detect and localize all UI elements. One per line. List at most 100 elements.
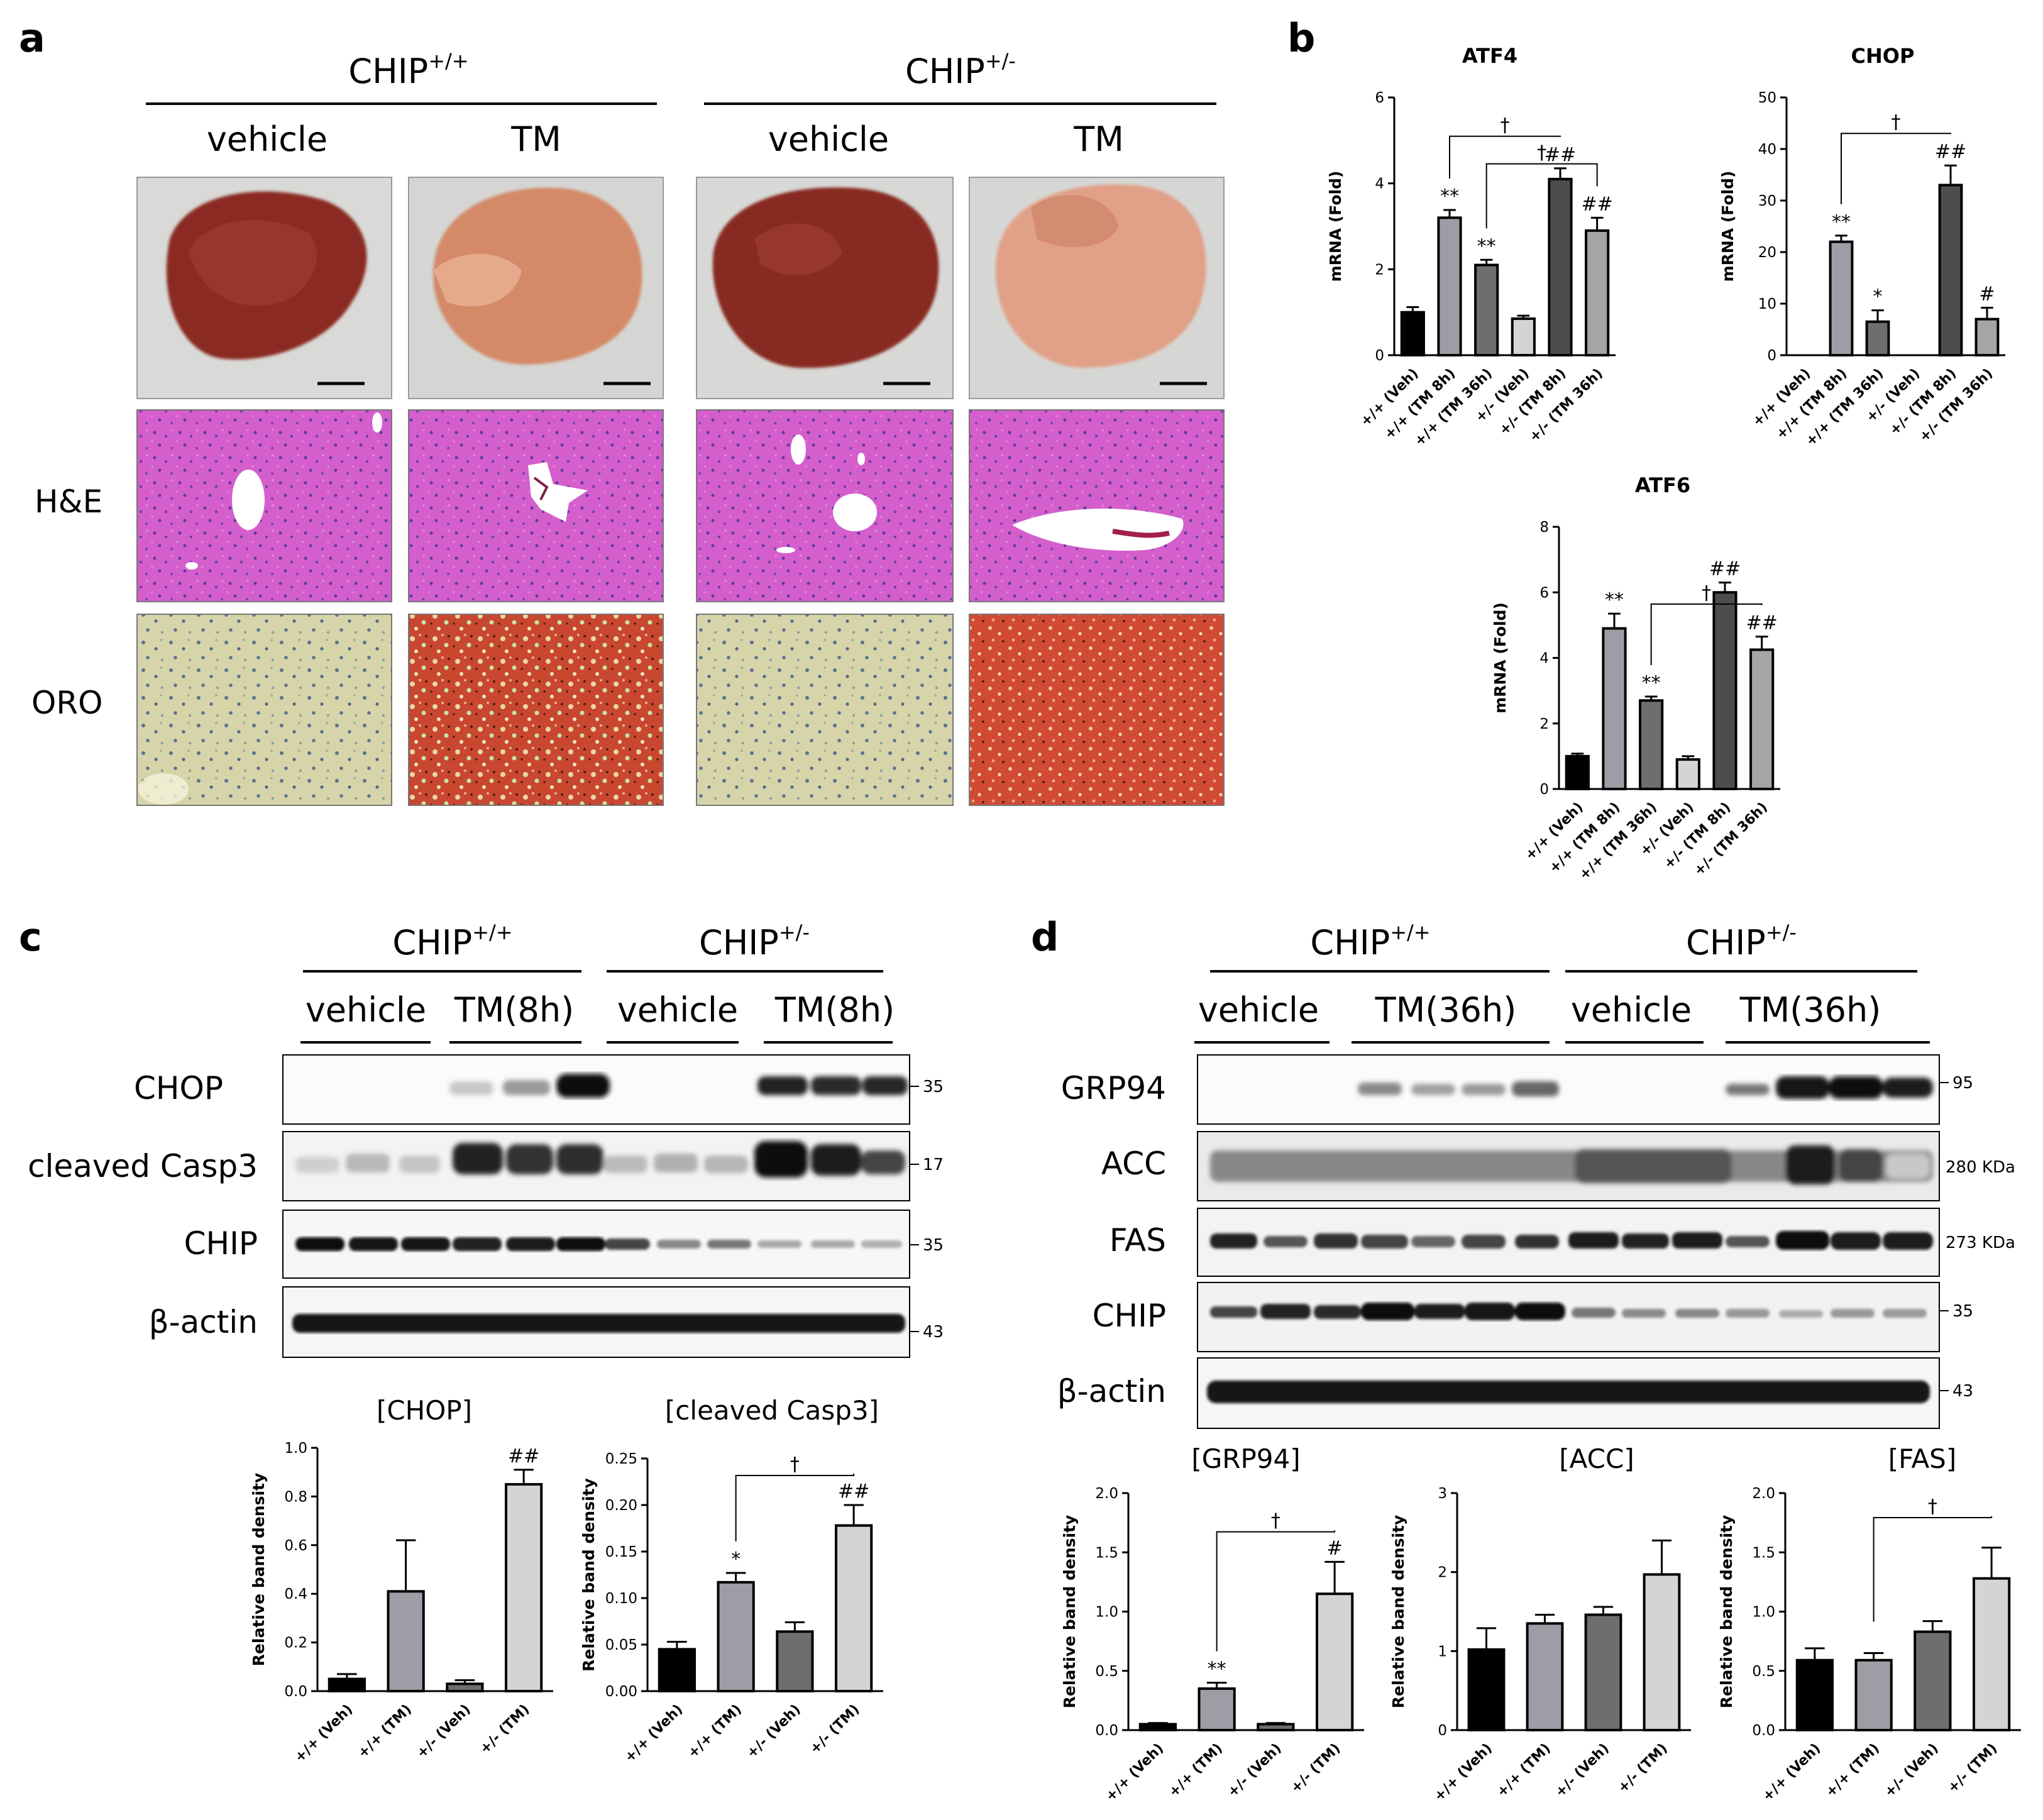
atf4-bar bbox=[1511, 317, 1536, 356]
atf6-ylabel: mRNA (Fold) bbox=[1491, 602, 1509, 714]
atf6-bar bbox=[1565, 754, 1590, 790]
grp94-band-ytick-label: 2.0 bbox=[1095, 1486, 1118, 1502]
fas-band-category-label: +/+ (Veh) bbox=[1759, 1741, 1824, 1805]
panel-a-group-het-header: CHIP+/- bbox=[905, 49, 1016, 91]
fas-band-category-label: +/- (Veh) bbox=[1881, 1741, 1941, 1801]
acc-band-ytick-label: 3 bbox=[1438, 1486, 1447, 1502]
fas-band-ylabel: Relative band density bbox=[1717, 1515, 1736, 1709]
blot-c-chop-mw: 35 bbox=[923, 1078, 944, 1096]
blot-c-casp3-mw: 17 bbox=[923, 1155, 944, 1174]
panel-a: a CHIP+/+ CHIP+/- vehicle TM vehicle TM … bbox=[19, 15, 1225, 806]
fas-band-ytick-label: 1.5 bbox=[1752, 1545, 1775, 1561]
panel-b-label: b bbox=[1287, 15, 1315, 61]
blot-c-casp3: cleaved Casp3 17 bbox=[28, 1131, 944, 1201]
blot-c-actin-label: β-actin bbox=[149, 1304, 258, 1340]
chop-band-ytick-label: 0.0 bbox=[284, 1684, 307, 1700]
chop-band-category-label: +/- (TM) bbox=[477, 1702, 533, 1758]
oro-image-het-tm bbox=[969, 614, 1225, 806]
grp94-band-category-label: +/+ (Veh) bbox=[1103, 1741, 1167, 1805]
atf6-sig-mark: ## bbox=[1746, 612, 1778, 634]
chart-chop-band: [CHOP] 0.0 0.2 0.4 0.6 0.8 1.0 Relative band de… bbox=[250, 1395, 553, 1765]
chop-mrna-bracket-label: † bbox=[1892, 111, 1901, 133]
chop-band-category-label: +/- (Veh) bbox=[414, 1702, 473, 1762]
panel-d-cond-3: vehicle bbox=[1571, 990, 1692, 1030]
atf6-bar bbox=[1749, 648, 1775, 790]
chop-mrna-title: CHOP bbox=[1851, 44, 1915, 68]
oro-image-wt-tm bbox=[408, 614, 664, 806]
grp94-band-sig-mark: ** bbox=[1208, 1658, 1226, 1680]
grp94-band-bar bbox=[1198, 1687, 1236, 1731]
fas-band-ytick-label: 0.5 bbox=[1752, 1663, 1775, 1680]
grp94-band-ytick-label: 0.5 bbox=[1095, 1663, 1118, 1680]
panel-c-group-het-header: CHIP+/- bbox=[699, 920, 810, 962]
grp94-band-title: [GRP94] bbox=[1191, 1443, 1300, 1474]
atf4-sig-mark: ** bbox=[1477, 235, 1496, 257]
acc-band-bar bbox=[1526, 1622, 1564, 1732]
chop-mrna-bar bbox=[1865, 320, 1890, 357]
atf6-sig-mark: ## bbox=[1709, 558, 1741, 580]
grp94-band-category-label: +/- (TM) bbox=[1288, 1741, 1344, 1797]
acc-band-bar bbox=[1643, 1573, 1681, 1732]
acc-band-ytick-label: 1 bbox=[1438, 1643, 1447, 1660]
casp3-band-bracket-label: † bbox=[790, 1453, 800, 1475]
atf6-sig-mark: ** bbox=[1605, 589, 1624, 611]
casp3-band-ytick-label: 0.00 bbox=[605, 1684, 637, 1700]
grp94-band-bar bbox=[1257, 1723, 1295, 1731]
panel-a-group-wt-header: CHIP+/+ bbox=[348, 49, 468, 91]
chop-band-ylabel: Relative band density bbox=[250, 1473, 268, 1667]
panel-d-cond-1: vehicle bbox=[1198, 990, 1319, 1030]
chop-mrna-sig-mark: * bbox=[1873, 286, 1883, 308]
chart-fas-band: [FAS] 0.0 0.5 1.0 1.5 2.0 Relative band densit… bbox=[1717, 1443, 2021, 1804]
chop-band-ytick-label: 0.4 bbox=[284, 1586, 307, 1602]
panel-a-cond-3: vehicle bbox=[768, 119, 889, 159]
panel-d-group-wt-header: CHIP+/+ bbox=[1310, 920, 1430, 962]
fas-band-bar bbox=[1854, 1658, 1893, 1731]
chop-band-category-label: +/+ (TM) bbox=[355, 1702, 415, 1762]
atf4-ytick-label: 4 bbox=[1375, 176, 1384, 192]
blot-d-fas-mw: 273 KDa bbox=[1946, 1233, 2015, 1252]
chop-band-category-label: +/+ (Veh) bbox=[292, 1702, 356, 1766]
chop-band-title: [CHOP] bbox=[377, 1395, 472, 1426]
blot-c-chop: CHOP 35 bbox=[134, 1054, 944, 1125]
atf6-ytick-label: 6 bbox=[1539, 585, 1549, 601]
casp3-band-sig-mark: ## bbox=[838, 1481, 869, 1503]
grp94-band-ytick-label: 0.0 bbox=[1095, 1723, 1118, 1739]
grp94-band-sig-mark: # bbox=[1327, 1537, 1343, 1559]
grp94-band-bar bbox=[1316, 1592, 1354, 1732]
blot-d-actin-mw: 43 bbox=[1952, 1382, 1973, 1401]
acc-band-category-label: +/+ (TM) bbox=[1494, 1741, 1554, 1801]
grp94-band-bracket-label: † bbox=[1271, 1510, 1280, 1532]
grp94-band-category-label: +/+ (TM) bbox=[1166, 1741, 1226, 1801]
panel-a-row-he: H&E bbox=[35, 483, 102, 520]
casp3-band-category-label: +/+ (Veh) bbox=[622, 1702, 686, 1766]
blot-d-grp94-label: GRP94 bbox=[1061, 1070, 1166, 1106]
panel-a-cond-4: TM bbox=[1073, 119, 1124, 159]
atf4-sig-mark: ** bbox=[1440, 185, 1459, 207]
casp3-band-category-label: +/- (TM) bbox=[807, 1702, 863, 1758]
panel-c-cond-4: TM(8h) bbox=[774, 990, 895, 1030]
blot-d-actin: β-actin 43 bbox=[1057, 1357, 1973, 1429]
chop-band-sig-mark: ## bbox=[508, 1445, 539, 1467]
blot-d-chip-mw: 35 bbox=[1952, 1302, 1973, 1321]
panel-c-label: c bbox=[19, 914, 42, 960]
chop-band-bar bbox=[505, 1483, 543, 1693]
blot-d-acc: ACC 280 KDa bbox=[1101, 1131, 2015, 1201]
chop-mrna-ytick-label: 20 bbox=[1758, 245, 1776, 261]
casp3-band-bar bbox=[776, 1630, 814, 1693]
atf4-ytick-label: 2 bbox=[1375, 262, 1384, 278]
chop-mrna-ytick-label: 10 bbox=[1758, 296, 1776, 312]
atf6-bar bbox=[1675, 758, 1700, 791]
acc-band-ytick-label: 0 bbox=[1438, 1723, 1447, 1739]
atf6-ytick-label: 2 bbox=[1539, 716, 1549, 732]
chop-mrna-bar bbox=[1829, 240, 1854, 356]
acc-band-ylabel: Relative band density bbox=[1389, 1515, 1407, 1709]
casp3-band-ytick-label: 0.05 bbox=[605, 1637, 637, 1653]
chop-mrna-ytick-label: 30 bbox=[1758, 193, 1776, 209]
casp3-band-category-label: +/+ (TM) bbox=[685, 1702, 745, 1762]
liver-photo-wt-tm bbox=[408, 177, 664, 399]
atf6-sig-mark: ** bbox=[1642, 672, 1661, 694]
casp3-band-title: [cleaved Casp3] bbox=[665, 1395, 879, 1426]
casp3-band-bar bbox=[658, 1648, 696, 1692]
